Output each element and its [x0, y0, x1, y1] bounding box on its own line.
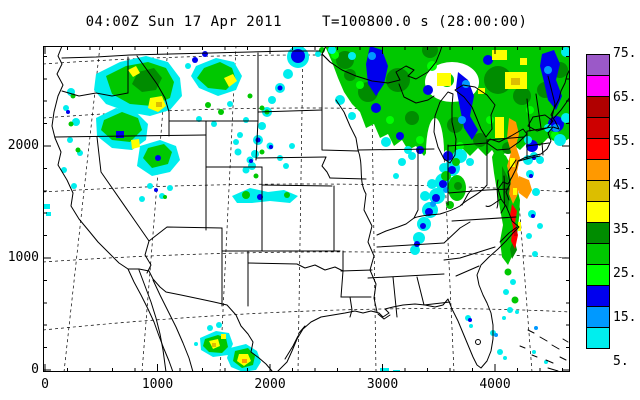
baja-peninsula — [127, 268, 174, 372]
colorbar-swatch — [586, 264, 610, 286]
y-tick-label: 1000 — [7, 250, 39, 265]
x-tick-label: 1000 — [141, 377, 174, 392]
colorbar-tick-label: 25. — [613, 266, 637, 281]
state-borders — [54, 52, 556, 318]
coastline-gulf-east — [276, 68, 570, 372]
colorbar-tick-label: 55. — [613, 134, 637, 149]
y-tick-label: 0 — [31, 362, 39, 377]
colorbar-swatch — [586, 201, 610, 223]
colorbar-swatch — [586, 159, 610, 181]
colorbar-tick-label: 15. — [613, 310, 637, 325]
colorbar-swatch — [586, 243, 610, 265]
colorbar-swatch — [586, 306, 610, 328]
colorbar-swatch — [586, 180, 610, 202]
valid-time-label: 04:00Z Sun 17 Apr 2011 — [85, 14, 283, 30]
colorbar-tick-label: 5. — [613, 354, 629, 369]
colorbar-swatch — [586, 54, 610, 76]
y-tick-label: 2000 — [7, 138, 39, 153]
colorbar-swatch — [586, 285, 610, 307]
great-lakes-outline — [321, 46, 443, 84]
colorbar-tick-label: 35. — [613, 222, 637, 237]
outer-banks — [499, 226, 518, 243]
chesapeake-bay — [496, 175, 506, 214]
coastline-west-mexico — [51, 46, 273, 372]
x-tick-label: 0 — [41, 377, 49, 392]
colorbar-tick-label: 45. — [613, 178, 637, 193]
x-tick-label: 3000 — [366, 377, 399, 392]
colorbar-swatch — [586, 222, 610, 244]
colorbar-swatch — [586, 138, 610, 160]
canada-border — [61, 50, 321, 59]
x-tick-label: 2000 — [254, 377, 286, 392]
colorbar-tick-label: 65. — [613, 90, 637, 105]
islands — [519, 329, 569, 372]
plot-frame — [43, 46, 570, 372]
colorbar — [586, 54, 610, 349]
plot-title: 04:00Z Sun 17 Apr 2011 T=100800.0 s (28:… — [43, 14, 570, 30]
x-tick-label: 4000 — [479, 377, 511, 392]
colorbar-swatch — [586, 117, 610, 139]
axis-tick-marks — [43, 46, 570, 372]
colorbar-tick-label: 75. — [613, 46, 637, 61]
colorbar-swatch — [586, 327, 610, 349]
forecast-time-label: T=100800.0 s (28:00:00) — [322, 14, 528, 30]
colorbar-swatch — [586, 96, 610, 118]
lake-okeechobee — [475, 339, 481, 345]
map-boundaries — [51, 46, 570, 372]
colorbar-swatch — [586, 75, 610, 97]
